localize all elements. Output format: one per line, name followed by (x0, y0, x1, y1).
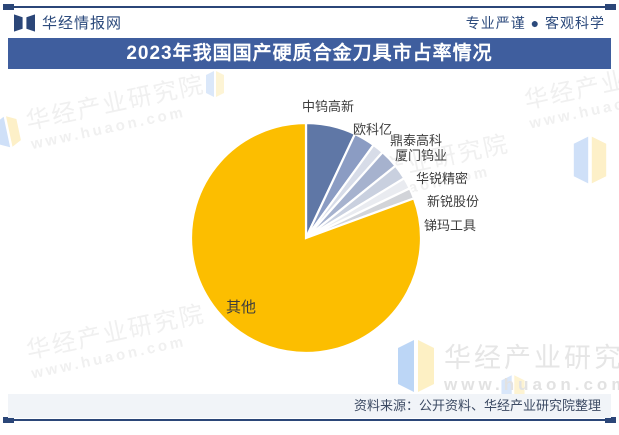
pie-label-tima: 锑玛工具 (424, 218, 477, 233)
watermark-tile: 华经产业研究院 www.huaon.com (23, 294, 212, 383)
pie-label-xiamen: 厦门钨业 (395, 148, 448, 163)
huajing-logo-icon (14, 13, 35, 32)
watermark-bottom-right: 华经产业研究院 www.huaon.com (396, 336, 619, 395)
pie-label-xinrui: 新锐股份 (427, 194, 480, 209)
watermark-text: 华经产业研究院 (23, 71, 208, 136)
top-border-line (3, 4, 616, 10)
pie-label-dingtai: 鼎泰高科 (390, 133, 443, 148)
data-source: 资料来源：公开资料、华经产业研究院整理 (353, 398, 601, 413)
pie-label-oukeyi: 欧科亿 (353, 122, 393, 137)
footer-band: 资料来源：公开资料、华经产业研究院整理 (8, 394, 611, 418)
watermark-url: www.huaon.com (444, 375, 619, 394)
watermark-text: 华经产业研究院 (24, 300, 208, 365)
huaon-logo-icon (206, 71, 224, 97)
bottom-border-line (3, 417, 616, 423)
huaon-logo-icon (573, 136, 607, 184)
header: 华经情报网 专业严谨 ● 客观科学 (14, 9, 605, 36)
title-bar: 2023年我国国产硬质合金刀具市占率情况 (8, 38, 611, 69)
pie-label-huarui: 华锐精密 (416, 171, 469, 186)
watermark-url: www.huaon.com (29, 332, 188, 383)
watermark-url: www.huaon.com (29, 103, 188, 154)
pie-chart (189, 121, 423, 355)
chart-title: 2023年我国国产硬质合金刀具市占率情况 (126, 43, 493, 64)
pie-slice-7 (189, 121, 423, 355)
pie-label-others: 其他 (226, 299, 257, 316)
huaon-logo-icon (0, 116, 21, 148)
pie-label-zhongwu: 中钨高新 (302, 99, 355, 114)
brand-name: 华经情报网 (42, 15, 123, 32)
brand: 华经情报网 (14, 12, 122, 33)
watermark-tile: 华经产业研究院 www.huaon.com (0, 64, 211, 159)
watermark-text: 华经产业研究院 (444, 343, 619, 373)
watermark-url: www.huaon.com (527, 82, 619, 133)
header-slogan: 专业严谨 ● 客观科学 (465, 14, 605, 31)
